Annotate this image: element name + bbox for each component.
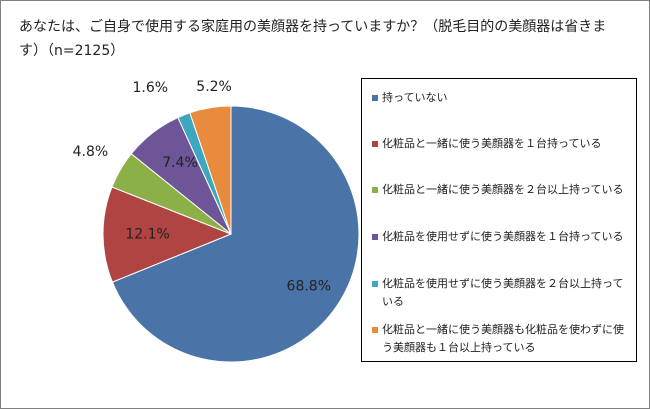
slice-data-label: 4.8% (73, 144, 109, 160)
slice-data-label: 7.4% (162, 155, 198, 171)
legend-swatch (372, 187, 378, 193)
slice-data-label: 1.6% (133, 80, 169, 96)
legend-item: 化粧品を使用せずに使う美顔器を２台以上持っている (372, 275, 630, 311)
legend-label: 化粧品と一緒に使う美顔器を２台以上持っている (382, 183, 624, 196)
legend-item: 化粧品と一緒に使う美顔器を１台持っている (372, 135, 630, 153)
slice-data-label: 5.2% (196, 79, 232, 95)
chart-title: あなたは、ご自身で使用する家庭用の美顔器を持っていますか？（脱毛目的の美顔器は省… (19, 19, 607, 59)
legend-label: 化粧品を使用せずに使う美顔器を２台以上持っている (382, 277, 624, 308)
pie-slice (111, 105, 360, 363)
legend-swatch (372, 327, 378, 333)
legend-swatch (372, 95, 378, 101)
legend-swatch (372, 281, 378, 287)
legend-item: 化粧品を使用せずに使う美顔器を１台持っている (372, 228, 630, 246)
legend-label: 持っていない (382, 91, 448, 104)
pie-slice (102, 186, 233, 283)
legend-item: 持っていない (372, 89, 630, 107)
pie-slice (189, 105, 232, 235)
legend-label: 化粧品と一緒に使う美顔器を１台持っている (382, 137, 602, 150)
slice-data-label: 68.8% (287, 278, 331, 294)
slice-data-label: 12.1% (125, 226, 169, 242)
legend-label: 化粧品と一緒に使う美顔器も化粧品を使わずに使う美顔器も１台以上持っている (382, 323, 624, 354)
legend: 持っていない 化粧品と一緒に使う美顔器を１台持っている 化粧品と一緒に使う美顔器… (361, 78, 637, 362)
legend-swatch (372, 234, 378, 240)
legend-item: 化粧品と一緒に使う美顔器も化粧品を使わずに使う美顔器も１台以上持っている (372, 321, 630, 357)
legend-item: 化粧品と一緒に使う美顔器を２台以上持っている (372, 181, 630, 199)
legend-swatch (372, 141, 378, 147)
legend-label: 化粧品を使用せずに使う美顔器を１台持っている (382, 230, 624, 243)
